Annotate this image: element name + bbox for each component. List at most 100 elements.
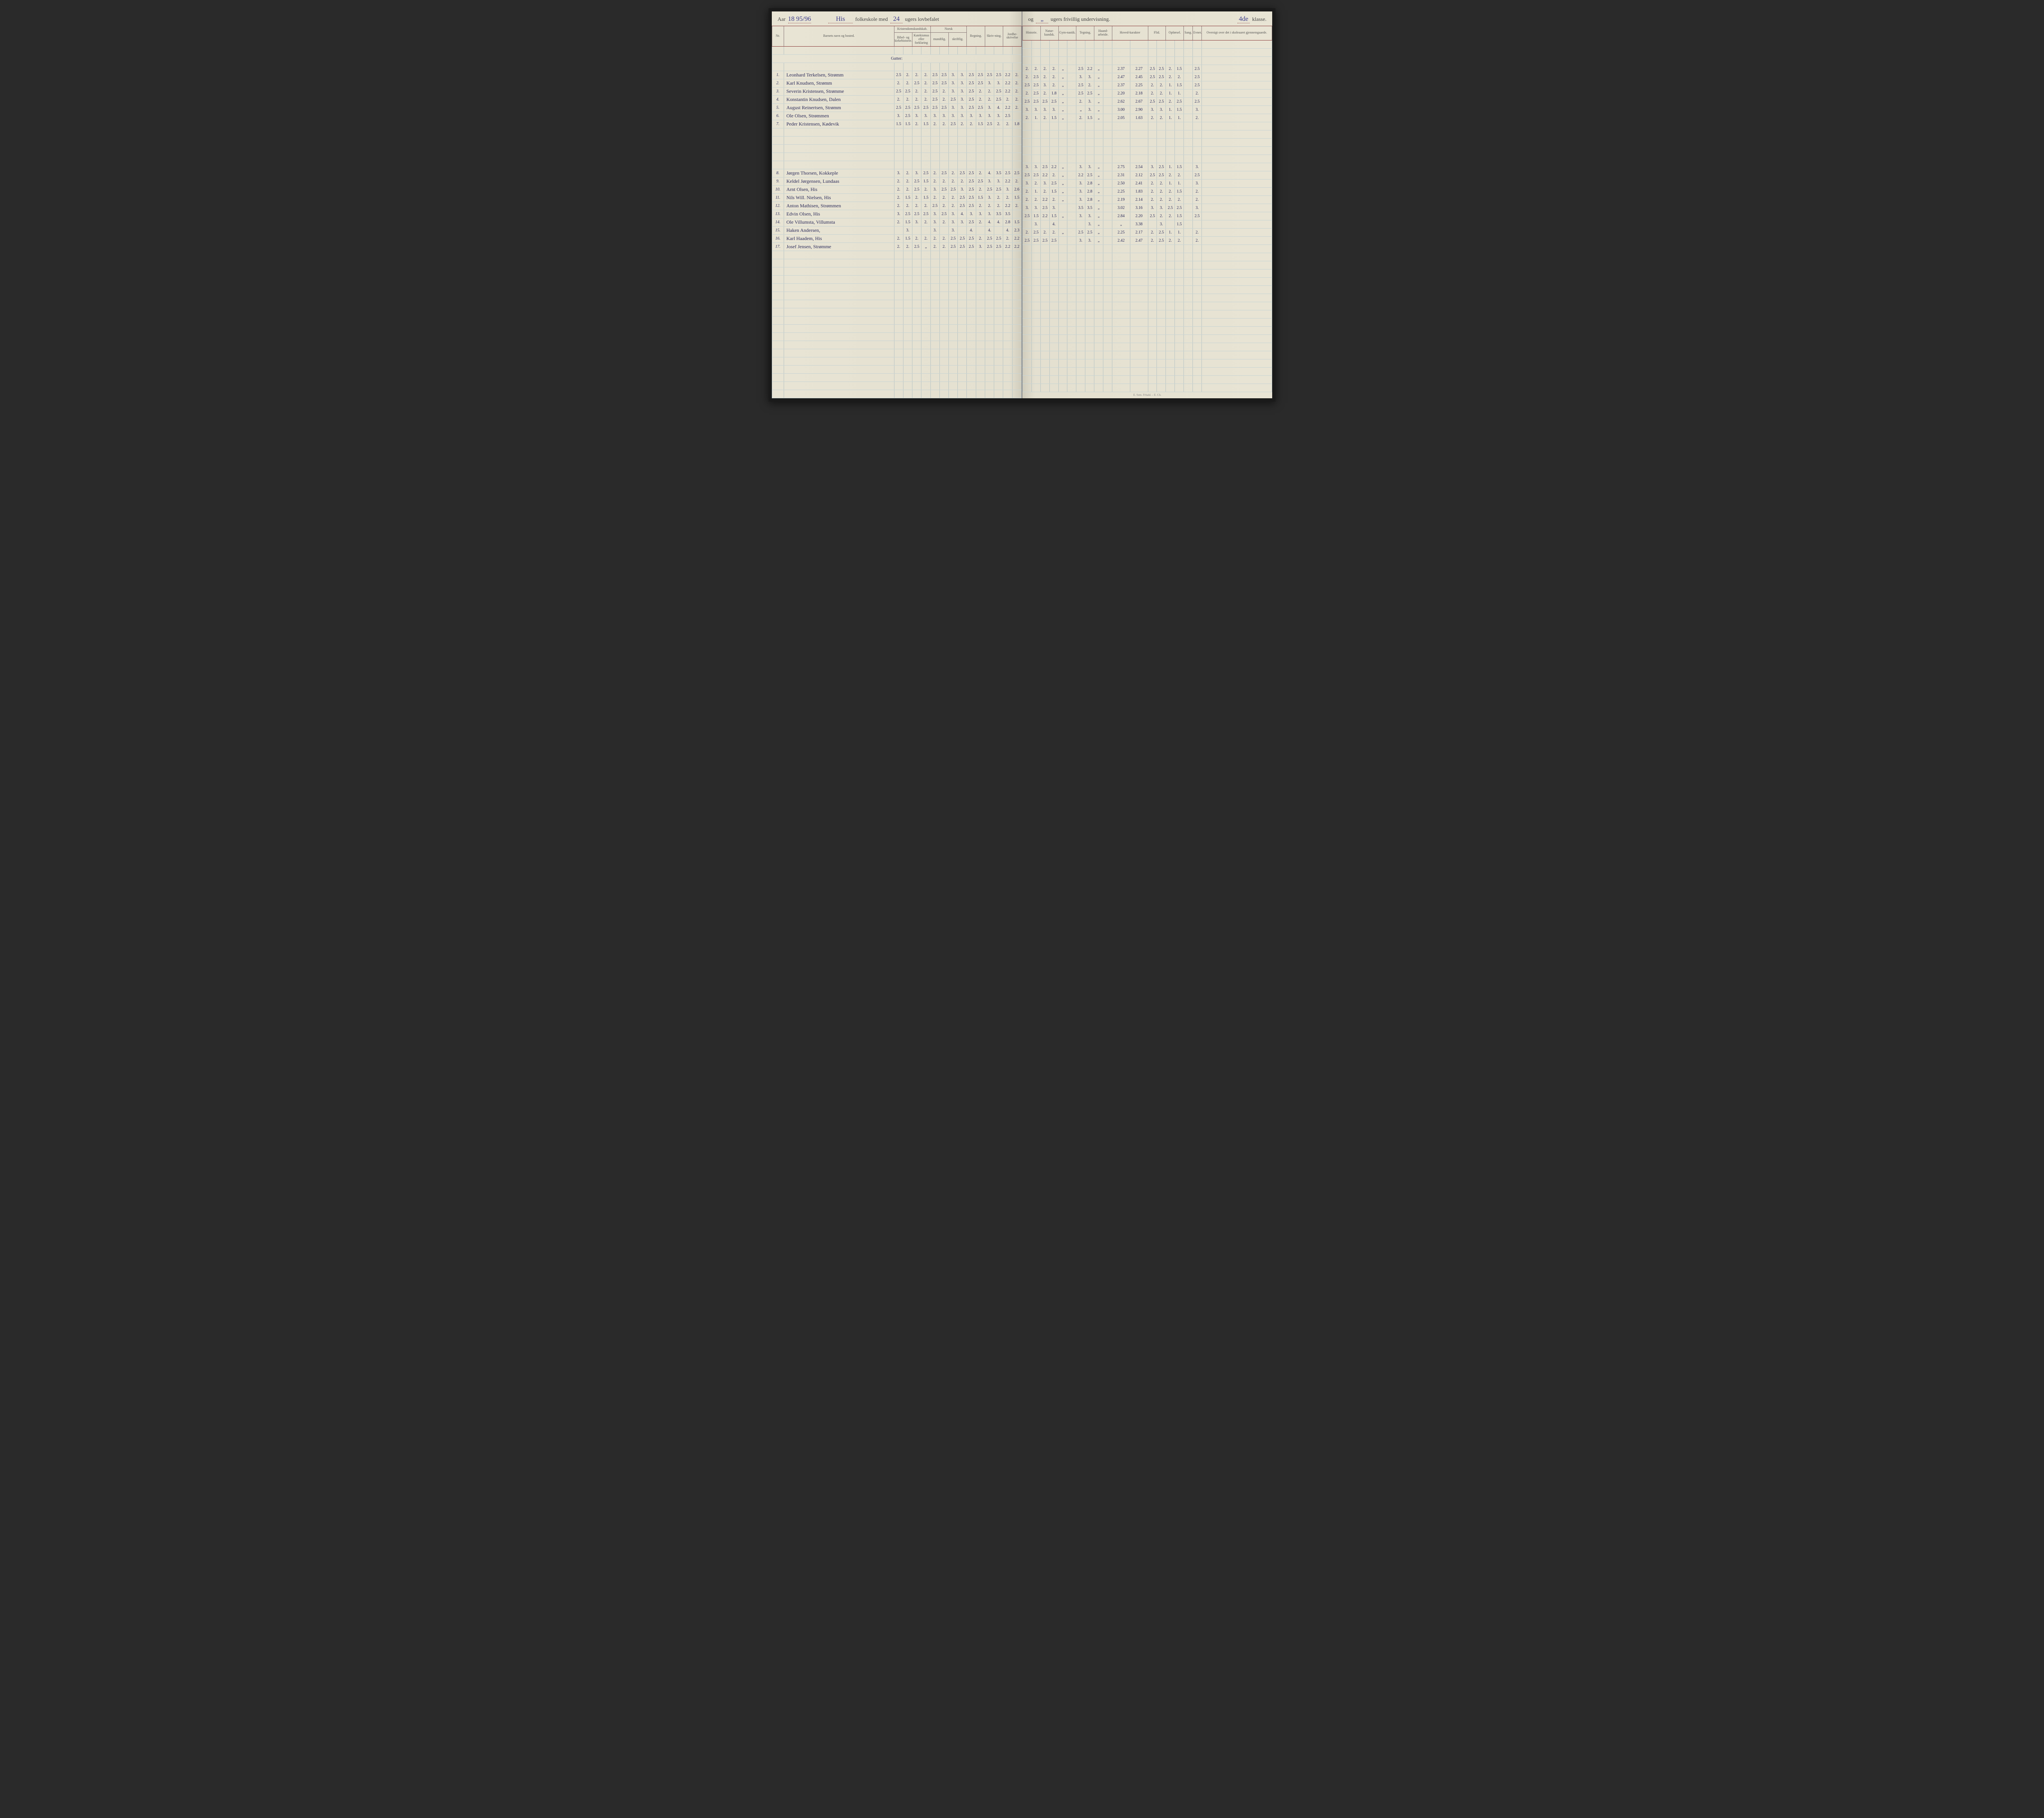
blank-cell (949, 275, 958, 283)
blank-cell (784, 292, 894, 300)
blank-cell (976, 251, 985, 259)
blank-cell (1003, 357, 1012, 365)
blank-cell (1112, 334, 1130, 343)
grade-cell: 2. (1012, 95, 1021, 103)
blank-cell (1067, 56, 1076, 65)
blank-cell (1067, 122, 1076, 130)
grade-cell: 2. (894, 79, 903, 87)
grade-cell: 2. (939, 120, 948, 128)
blank-cell (1023, 245, 1032, 253)
blank-cell (939, 324, 948, 332)
blank-cell (1012, 300, 1021, 308)
blank-cell (1201, 56, 1272, 65)
blank-cell (1012, 283, 1021, 292)
blank-cell (772, 259, 784, 267)
grade-cell: 2.5 (1085, 228, 1094, 236)
grade-cell (1201, 204, 1272, 212)
blank-cell (985, 144, 994, 153)
grade-cell: 3. (930, 226, 939, 234)
blank-cell (1040, 384, 1049, 392)
grade-cell: 3. (958, 87, 967, 95)
blank-cell (1175, 375, 1184, 384)
col-skriftlig: skriftlig. (949, 32, 967, 46)
blank-cell (1094, 384, 1103, 392)
grade-cell: 2.5 (1031, 73, 1040, 81)
blank-cell (949, 349, 958, 357)
blank-cell (1157, 384, 1166, 392)
table-row: 1.Leonhard Terkelsen, Strømm2.52.2.2.2.5… (772, 71, 1022, 79)
grade-cell: 3.02 (1112, 204, 1130, 212)
blank-cell (1103, 138, 1112, 146)
section-row: Gutter: (772, 54, 1022, 63)
blank-cell (1049, 367, 1058, 375)
blank-cell (1094, 302, 1103, 310)
blank-cell (894, 63, 903, 71)
grade-cell (1103, 204, 1112, 212)
grade-cell: 2. (930, 120, 939, 128)
blank-cell (1085, 359, 1094, 367)
blank-cell (1103, 359, 1112, 367)
blank-cell (772, 251, 784, 259)
grade-cell: 2.5 (1192, 81, 1201, 89)
blank-cell (1166, 155, 1175, 163)
blank-cell (912, 373, 921, 382)
blank-cell (1067, 40, 1076, 48)
grade-cell: 2.90 (1130, 105, 1148, 114)
blank-cell (894, 316, 903, 324)
blank-cell (1130, 367, 1148, 375)
blank-cell (1040, 351, 1049, 359)
blank-cell (1003, 349, 1012, 357)
blank-cell (894, 128, 903, 136)
blank-cell (1192, 318, 1201, 326)
col-natur: Natur-kundsk. (1040, 26, 1058, 40)
grade-cell: 3. (967, 112, 976, 120)
blank-cell (903, 308, 912, 316)
grade-cell (1040, 220, 1049, 228)
grade-cell: 2.18 (1130, 89, 1148, 97)
grade-cell: 1. (1166, 228, 1175, 236)
blank-cell (772, 349, 784, 357)
blank-cell (1130, 130, 1148, 138)
grade-cell: 2. (921, 87, 930, 95)
grade-cell: 2.5 (1085, 171, 1094, 179)
grade-cell: „ (1094, 187, 1103, 195)
blank-cell (921, 128, 930, 136)
blank-cell (772, 332, 784, 341)
blank-cell (949, 251, 958, 259)
blank-cell (939, 161, 948, 169)
blank-cell (894, 324, 903, 332)
blank-cell (939, 300, 948, 308)
blank-cell (930, 259, 939, 267)
blank-cell (1112, 302, 1130, 310)
col-jord: Jordbe-skrivelse (1003, 26, 1022, 46)
grade-cell: 2.5 (939, 103, 948, 112)
blank-cell (1040, 146, 1049, 155)
blank-cell (1076, 253, 1085, 261)
blank-cell (1076, 155, 1085, 163)
grade-cell: 1. (1166, 105, 1175, 114)
blank-cell (1094, 138, 1103, 146)
blank-cell (772, 316, 784, 324)
grade-cell: 3. (994, 79, 1003, 87)
grade-cell: 1. (1175, 114, 1184, 122)
blank-cell (784, 283, 894, 292)
blank-cell (1166, 277, 1175, 285)
blank-cell (1184, 343, 1193, 351)
grade-cell: 4. (985, 169, 994, 177)
table-row: 9.Keldel Jørgensen, Lundaas2.2.2.51.52.2… (772, 177, 1022, 185)
blank-cell (1031, 367, 1040, 375)
grade-cell: 2.25 (1112, 187, 1130, 195)
blank-cell (930, 63, 939, 71)
grade-cell: 2.67 (1130, 97, 1148, 105)
grade-cell: 2. (1031, 65, 1040, 73)
blank-cell (1085, 269, 1094, 277)
blank-cell (1148, 310, 1157, 318)
blank-cell (1103, 48, 1112, 56)
blank-cell (949, 267, 958, 275)
blank-cell (1166, 384, 1175, 392)
grade-cell: 2.5 (1076, 81, 1085, 89)
blank-cell (976, 161, 985, 169)
blank-cell (994, 292, 1003, 300)
blank-cell (976, 136, 985, 144)
grade-cell: 2.5 (958, 234, 967, 242)
